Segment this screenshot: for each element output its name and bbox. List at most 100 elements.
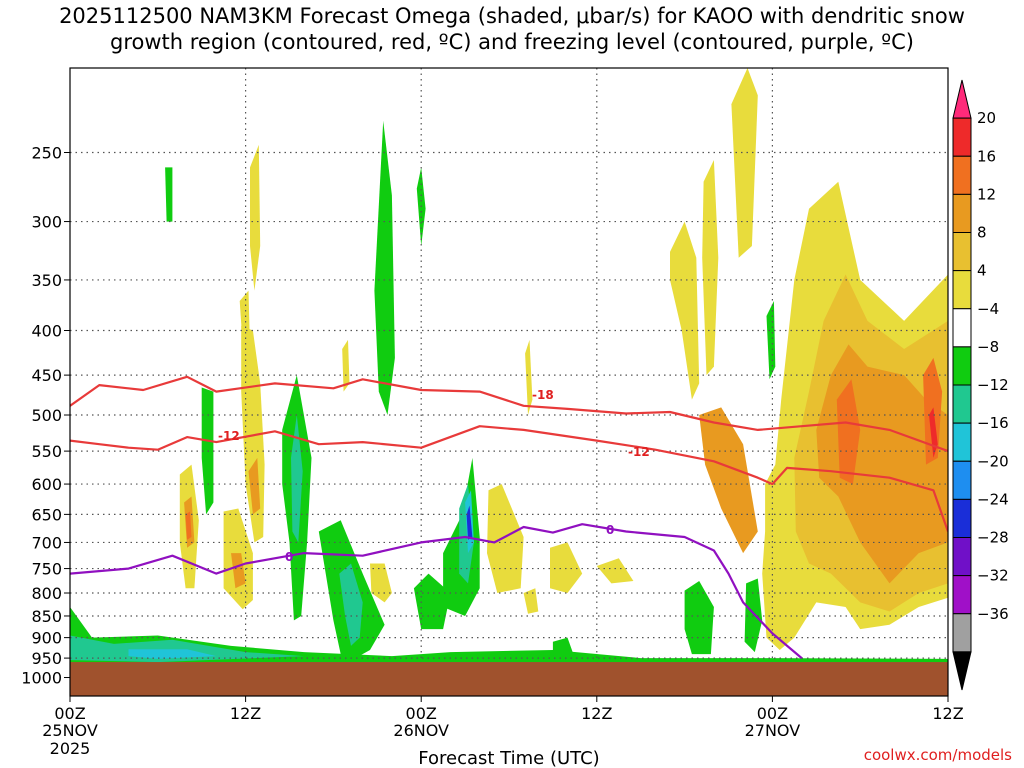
colorbar-swatch-6: [952, 308, 972, 348]
omega-region-38: [836, 379, 861, 485]
omega-region-14: [466, 505, 473, 540]
dgz-bottom-label-right: -12: [628, 445, 650, 459]
x-axis-title: Forecast Time (UTC): [418, 748, 599, 768]
colorbar-label-3: 8: [977, 224, 987, 242]
omega-shading: [70, 68, 948, 674]
omega-region-26: [370, 563, 392, 603]
omega-region-27: [487, 484, 524, 593]
y-tick-label-450: 450: [31, 366, 62, 385]
omega-region-16: [684, 581, 714, 655]
freezing-level-contour: [70, 523, 803, 659]
omega-region-29: [596, 558, 634, 584]
colorbar-label-4: 4: [977, 262, 987, 280]
colorbar-swatch-9: [952, 422, 972, 462]
omega-region-34: [731, 68, 758, 258]
x-tick-label-48: 00Z: [757, 704, 788, 723]
colorbar-swatch-8: [952, 384, 972, 424]
omega-region-23: [250, 144, 261, 291]
omega-region-17: [744, 578, 763, 653]
x-year-label-0: 2025: [50, 739, 91, 758]
omega-region-30: [525, 339, 533, 415]
colorbar-swatch-0: [952, 79, 972, 119]
omega-region-0: [70, 607, 948, 674]
omega-region-10: [165, 167, 173, 222]
omega-region-19: [766, 301, 776, 380]
colorbar-swatch-14: [952, 613, 972, 653]
colorbar-label-0: 20: [977, 109, 996, 127]
x-date-label-48: 27NOV: [745, 721, 801, 740]
y-tick-label-700: 700: [31, 533, 62, 552]
y-tick-label-600: 600: [31, 475, 62, 494]
x-tick-label-24: 00Z: [406, 704, 437, 723]
y-tick-label-900: 900: [31, 629, 62, 648]
y-tick-label-400: 400: [31, 322, 62, 341]
terrain-ground: [70, 662, 948, 696]
colorbar-swatch-10: [952, 460, 972, 500]
y-tick-label-1000: 1000: [21, 669, 62, 688]
dgz-bottom-label-left: -12: [218, 429, 240, 443]
omega-region-43: [231, 553, 246, 589]
colorbar-label-8: −16: [977, 414, 1009, 432]
dgz-top-contour: [70, 375, 948, 453]
y-tick-label-750: 750: [31, 560, 62, 579]
colorbar-swatch-3: [952, 193, 972, 233]
colorbar: 20 16 12 8 4 −4 −8 −12 −16 −20 −24 −28 −32 −36: [952, 79, 1009, 691]
x-tick-label-36: 12Z: [581, 704, 612, 723]
colorbar-swatch-5: [952, 270, 972, 310]
colorbar-label-2: 12: [977, 185, 996, 203]
contour-lines: [70, 375, 948, 659]
omega-region-6: [339, 563, 363, 646]
colorbar-swatch-7: [952, 346, 972, 386]
freezing-label-right: 0: [606, 523, 614, 537]
omega-region-2: [128, 649, 217, 659]
x-tick-label-60: 12Z: [932, 704, 963, 723]
colorbar-swatch-13: [952, 575, 972, 615]
y-tick-label-800: 800: [31, 584, 62, 603]
omega-region-15: [413, 573, 451, 630]
omega-region-40: [929, 407, 938, 458]
omega-region-24: [239, 290, 250, 367]
colorbar-label-11: −28: [977, 529, 1009, 547]
colorbar-label-5: −4: [977, 300, 999, 318]
omega-region-18: [552, 637, 575, 659]
colorbar-label-10: −24: [977, 490, 1009, 508]
y-tick-label-300: 300: [31, 213, 62, 232]
x-date-label-24: 26NOV: [393, 721, 449, 740]
omega-region-7: [374, 120, 395, 416]
omega-region-31: [523, 588, 539, 614]
omega-region-33: [702, 160, 719, 376]
colorbar-swatch-1: [952, 117, 972, 157]
x-tick-label-12: 12Z: [230, 704, 261, 723]
colorbar-swatch-2: [952, 155, 972, 195]
colorbar-label-1: 16: [977, 147, 996, 165]
y-tick-label-650: 650: [31, 505, 62, 524]
dgz-top-label: -18: [532, 388, 554, 402]
omega-region-42: [185, 511, 192, 540]
colorbar-label-7: −12: [977, 376, 1009, 394]
colorbar-label-13: −36: [977, 605, 1009, 623]
x-date-label-0: 25NOV: [42, 721, 98, 740]
chart-title-line2: growth region (contoured, red, ºC) and f…: [110, 30, 914, 54]
x-tick-label-0: 00Z: [54, 704, 85, 723]
y-tick-label-500: 500: [31, 406, 62, 425]
y-axis: 250 300 350 400 450 500 550 600 650 700 750 800 850 9…: [21, 144, 70, 688]
dgz-bottom-contour: [70, 425, 948, 532]
colorbar-swatch-12: [952, 537, 972, 577]
y-tick-label-350: 350: [31, 271, 62, 290]
plot-frame: [69, 67, 949, 697]
omega-region-28: [550, 542, 583, 593]
freezing-label-left: 0: [285, 550, 293, 564]
credit-text: coolwx.com/models: [864, 746, 1012, 764]
y-tick-label-850: 850: [31, 607, 62, 626]
y-tick-label-250: 250: [31, 144, 62, 163]
contour-labels: -18 -12 -12 0 0: [218, 388, 650, 564]
colorbar-label-6: −8: [977, 338, 999, 356]
omega-region-25: [342, 339, 350, 392]
omega-region-4: [291, 415, 303, 543]
colorbar-swatch-4: [952, 232, 972, 272]
colorbar-swatch-11: [952, 498, 972, 538]
omega-region-32: [670, 221, 700, 400]
colorbar-swatch-15: [952, 651, 972, 691]
